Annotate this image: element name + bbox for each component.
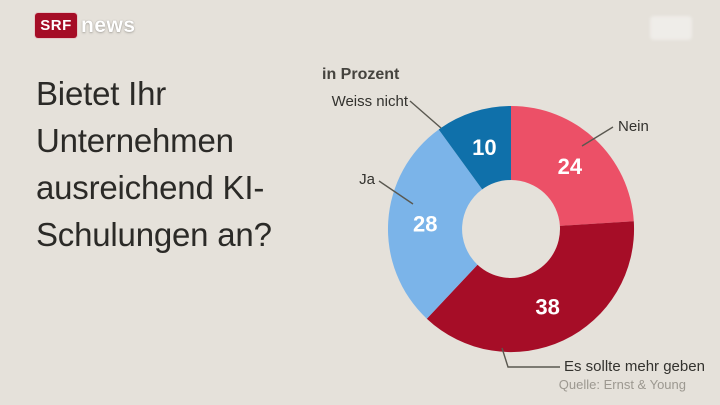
callout-label-weiss-nicht: Weiss nicht (331, 93, 408, 110)
donut-segments: 24 38 28 10 (387, 105, 635, 353)
leader-line-ja (378, 180, 414, 205)
news-wordmark: news (81, 13, 136, 37)
srf-news-logo: SRF news (35, 13, 136, 38)
leader-line-es-sollte (501, 347, 560, 368)
donut-segment-0 (511, 105, 634, 226)
donut-segment-1 (426, 221, 635, 353)
source-credit: Quelle: Ernst & Young (558, 377, 686, 392)
donut-value-1: 38 (535, 295, 559, 320)
srf-logo-box: SRF (35, 13, 77, 38)
donut-value-3: 10 (472, 135, 496, 160)
leader-lines (378, 100, 614, 368)
channel-watermark (650, 16, 692, 40)
donut-segment-2 (387, 129, 483, 319)
chart-unit-label: in Prozent (322, 66, 400, 83)
donut-value-0: 24 (558, 154, 583, 179)
donut-value-2: 28 (413, 212, 437, 237)
callout-label-es-sollte: Es sollte mehr geben (564, 358, 705, 375)
question-title: Bietet Ihr Unternehmen ausreichend KI-Sc… (36, 75, 272, 253)
leader-line-weiss-nicht (409, 100, 442, 129)
donut-segment-3 (438, 106, 511, 190)
leader-line-nein (581, 126, 614, 147)
callout-label-ja: Ja (359, 171, 375, 188)
callout-label-nein: Nein (618, 118, 649, 135)
